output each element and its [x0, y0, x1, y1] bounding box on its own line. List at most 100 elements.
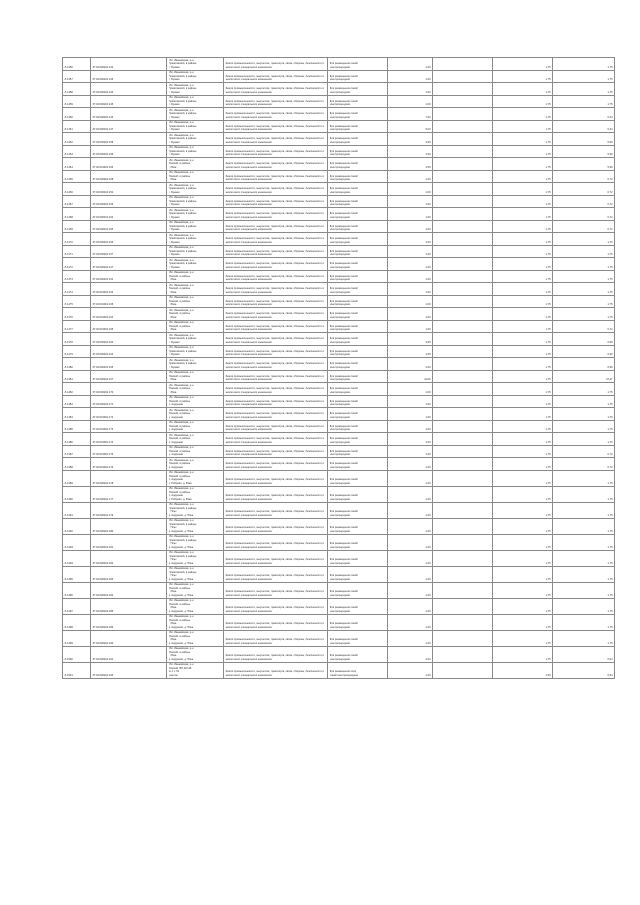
- cadastral-number-cell-text: 37:02:000201:193: [92, 673, 114, 677]
- cadastral-number-cell-text: 37:02:000201:146: [92, 115, 114, 119]
- blank-cell: [432, 269, 493, 283]
- cadastral-number-cell: 37:02:000201:182: [90, 549, 167, 567]
- cadastral-number-cell: 37:02:001001:162: [90, 282, 167, 296]
- cadastral-number-cell-text: 37:02:001001:174: [92, 440, 114, 444]
- table-row: Л-1472 37:02:000201:147 обл. Ивановская, р…: [62, 257, 615, 271]
- address-line: обл. Ивановская, р-н: [168, 271, 194, 274]
- address-line: Для размещения линий: [329, 162, 358, 165]
- address-line: Приволжский, в районе: [168, 506, 197, 510]
- cadastral-number-cell: 37:02:001001:164: [90, 307, 167, 321]
- table-row: Л-1494 37:02:000201:182 обл. Ивановская, р…: [62, 549, 615, 567]
- rate-a-cell-text: 1,75: [545, 497, 551, 501]
- table-row: Л-1480 37:02:000201:165 обл. Ивановская, р…: [62, 357, 615, 371]
- address-line: обл. Ивановская, р-н: [168, 171, 194, 174]
- table-row: Л-1458 37:02:000201:144 обл. Ивановская, р…: [62, 82, 615, 96]
- address-line: д. Андреево: [168, 453, 184, 456]
- rate-a-cell-text: 1,75: [545, 103, 551, 106]
- rate-b-cell-text: 47,47: [606, 378, 613, 381]
- row-number-cell: Л-1456: [62, 57, 91, 71]
- area-cell: 1,00: [387, 469, 433, 487]
- address-cell: обл. Ивановская, р-н Приволжский, в район…: [166, 533, 224, 551]
- cadastral-number-cell-text: 37:02:000201:183: [92, 577, 114, 581]
- purpose-cell: Земли промышленности, энергетики, трансп…: [223, 82, 328, 96]
- rate-a-cell: 1,75: [492, 597, 553, 615]
- cadastral-number-cell-text: 37:02:000201:153: [92, 203, 114, 206]
- cadastral-number-cell: 37:02:000201:160: [90, 332, 167, 346]
- rate-a-cell-text: 1,75: [545, 593, 551, 597]
- cadastral-number-cell-text: 37:02:000201:179: [92, 513, 114, 517]
- address-line: Приволжский, в районе: [168, 337, 197, 340]
- table-row: Л-1456 37:02:000201:142 обл. Ивановская, р…: [62, 57, 615, 71]
- area-cell: 4,55: [387, 344, 433, 358]
- address-line: электропередачи: [329, 240, 351, 244]
- cadastral-number-cell-text: 37:02:000201:165: [92, 365, 114, 369]
- rate-b-cell: 1,75: [552, 407, 615, 421]
- address-line: Южский, ВЛ-110 кВ: [168, 666, 192, 670]
- permitted-use-cell: Для размещения линий электропередачи: [327, 244, 388, 258]
- area-cell: 1,00: [387, 94, 433, 108]
- row-number-cell: Л-1482: [62, 382, 91, 396]
- purpose-cell-text: Земли промышленности, энергетики, трансп…: [225, 449, 324, 457]
- cadastral-number-cell: 37:02:000201:152: [90, 182, 167, 196]
- address-line: Для размещения линий: [329, 374, 358, 378]
- cadastral-number-cell: 37:02:001001:165: [90, 319, 167, 333]
- address-line: обл. Ивановская, р-н: [168, 108, 194, 112]
- rate-a-cell-text: 1,75: [545, 215, 551, 219]
- table-row: Л-1496 37:02:000201:184 обл. Ивановская, р…: [62, 581, 615, 599]
- address-cell: обл. Ивановская, р-н Приволжский, в район…: [166, 182, 224, 196]
- address-line: обл. Ивановская, р-н: [168, 396, 194, 399]
- area-cell-text: 1,00: [425, 453, 431, 456]
- rate-a-cell: 1,75: [492, 357, 553, 371]
- row-number-cell-text: Л-1472: [64, 265, 73, 269]
- area-cell-text: 1,00: [425, 577, 431, 581]
- address-line: обл. Ивановская, р-н: [168, 421, 194, 424]
- purpose-cell-text: Земли промышленности, энергетики, трансп…: [225, 224, 324, 232]
- area-cell-text: 1,00: [425, 290, 431, 294]
- address-line: Для размещения линий: [329, 590, 358, 593]
- address-line: обл. Ивановская, р-н: [168, 96, 194, 99]
- address-line: Для размещения линий: [329, 349, 358, 353]
- address-line: с. Бунаки: [168, 128, 180, 131]
- area-cell: 1,00: [387, 407, 433, 421]
- row-number-cell: Л-1474: [62, 282, 91, 296]
- permitted-use-cell: Для размещения линий электропередачи: [327, 69, 388, 83]
- rate-b-cell: 0,94: [552, 661, 615, 679]
- row-number-cell: Л-1462: [62, 132, 91, 146]
- address-line: Для размещения линий: [329, 462, 358, 465]
- address-line: Приволжский, в районе: [168, 237, 197, 240]
- cadastral-number-cell-text: 37:02:001001:176: [92, 465, 114, 469]
- row-number-cell: Л-1492: [62, 517, 91, 535]
- address-line: Для размещения линий: [329, 606, 358, 609]
- rate-a-cell-text: 1,75: [545, 378, 551, 381]
- address-line: обл. Ивановская, р-н: [168, 321, 194, 324]
- address-line: обл. Ивановская, р-н: [168, 196, 194, 199]
- rate-a-cell: 1,75: [492, 344, 553, 358]
- address-line: Южский, в районе: [168, 602, 191, 606]
- rate-b-cell: 1,75: [552, 394, 615, 408]
- rate-a-cell-text: 1,75: [545, 90, 551, 94]
- row-number-cell-text: Л-1466: [64, 190, 73, 194]
- address-line: электропередачи: [329, 165, 351, 169]
- row-number-cell: Л-1463: [62, 144, 91, 158]
- address-line: обл. Ивановская, р-н: [168, 408, 194, 412]
- rate-a-cell: 1,75: [492, 533, 553, 551]
- blank-cell: [432, 549, 493, 567]
- purpose-cell: Земли промышленности, энергетики, трансп…: [223, 57, 328, 71]
- purpose-cell-text: Земли промышленности, энергетики, трансп…: [225, 542, 324, 549]
- address-cell: обл. Ивановская, р-н Южский, в районе д. А…: [166, 485, 224, 503]
- area-cell-text: 1,00: [425, 481, 431, 485]
- rate-b-cell-text: 1,75: [607, 303, 613, 306]
- rate-a-cell-text: 1,75: [545, 253, 551, 256]
- purpose-cell-text: Земли промышленности, энергетики, трансп…: [225, 62, 324, 69]
- address-line: участок: [168, 673, 178, 677]
- address-line: Для размещения линий: [329, 542, 358, 545]
- address-line: линий электропередачи: [329, 673, 359, 677]
- purpose-cell: Земли промышленности, энергетики, трансп…: [223, 407, 328, 421]
- address-cell: обл. Ивановская, р-н Южский, в районе г. Ю…: [166, 645, 224, 663]
- row-number-cell: Л-1478: [62, 332, 91, 346]
- address-cell: обл. Ивановская, р-н Приволжский, в район…: [166, 194, 224, 208]
- rate-a-cell-text: 1,75: [545, 625, 551, 629]
- blank-cell: [432, 533, 493, 551]
- permitted-use-cell: Для размещения линий электропередачи: [327, 107, 388, 121]
- cadastral-number-cell-text: 37:02:001001:173: [92, 428, 114, 431]
